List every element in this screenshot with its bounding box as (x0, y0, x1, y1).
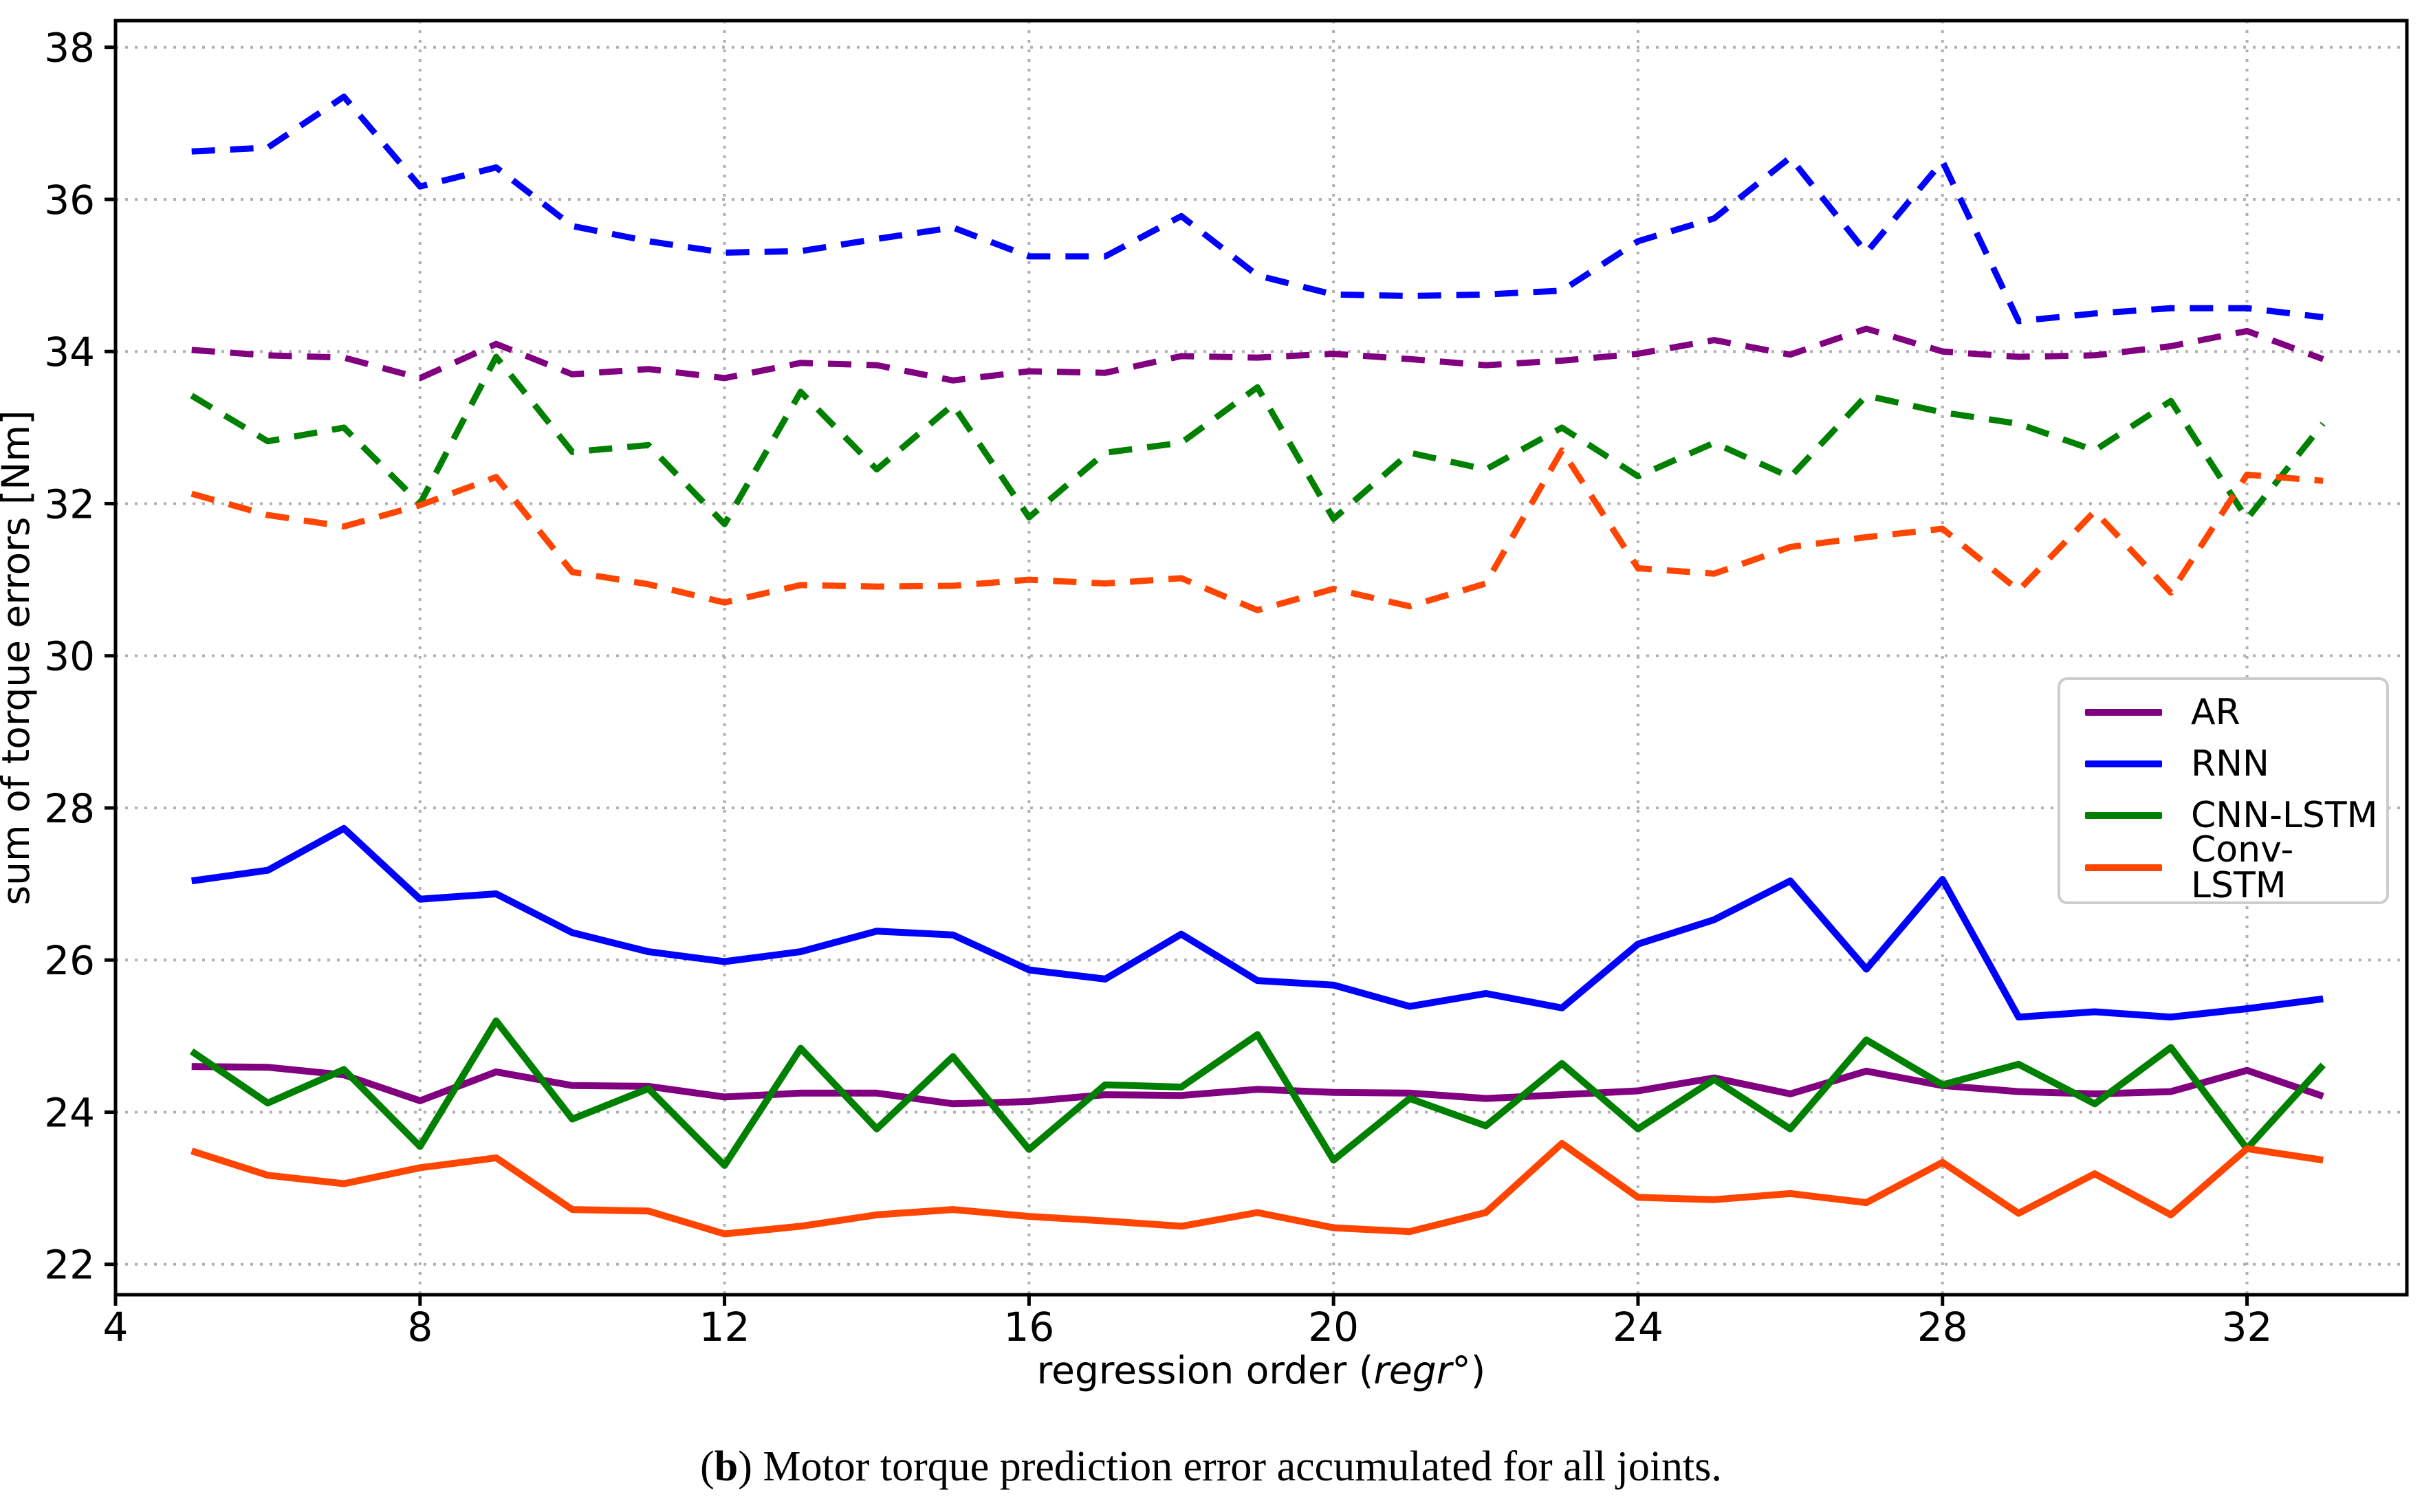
series-Conv-LSTM-dashed (190, 447, 2324, 613)
legend-label-rnn: RNN (2191, 743, 2269, 785)
legend-entry-cnn-lstm: CNN-LSTM (2085, 789, 2386, 841)
xtick-label-12: 12 (699, 1304, 750, 1350)
legend-label-conv-lstm: Conv-LSTM (2191, 829, 2294, 907)
figure-caption: (b) Motor torque prediction error accumu… (0, 1443, 2422, 1491)
xtick-label-8: 8 (407, 1304, 433, 1350)
legend-label-cnn-lstm: CNN-LSTM (2191, 794, 2378, 836)
series-RNN-dashed (191, 94, 2324, 325)
y-axis-label: sum of torque errors [Nm] (0, 410, 38, 906)
xtick-label-32: 32 (2222, 1304, 2273, 1350)
ytick-label-26: 26 (44, 937, 95, 984)
ytick-label-22: 22 (44, 1242, 95, 1289)
ytick-label-38: 38 (44, 25, 95, 72)
legend: AR RNN CNN-LSTM Conv-LSTM (2058, 677, 2389, 904)
ar-line-swatch (2085, 709, 2162, 716)
xtick-label-16: 16 (1003, 1304, 1054, 1350)
ytick-label-36: 36 (44, 177, 95, 223)
series-Conv-LSTM-solid (190, 1139, 2324, 1238)
legend-entry-conv-lstm: Conv-LSTM (2085, 832, 2386, 903)
conv-lstm-line-swatch (2085, 864, 2162, 872)
rnn-line-swatch (2085, 760, 2162, 767)
xtick-label-4: 4 (103, 1304, 129, 1350)
ytick-label-24: 24 (44, 1089, 95, 1136)
ytick-label-34: 34 (44, 329, 95, 375)
caption-text: ) Motor torque prediction error accumula… (738, 1443, 1722, 1490)
series-RNN-solid (191, 824, 2324, 1021)
plot-border (113, 19, 2409, 1297)
cnn-lstm-line-swatch (2085, 811, 2162, 819)
legend-entry-rnn: RNN (2085, 738, 2386, 790)
ytick-label-30: 30 (44, 633, 95, 680)
caption-prefix: ( (700, 1443, 714, 1490)
legend-label-ar: AR (2191, 692, 2240, 734)
xtick-label-24: 24 (1613, 1304, 1663, 1350)
series-CNN-LSTM-dashed (190, 353, 2326, 527)
series-AR-dashed (191, 325, 2324, 384)
xtick-label-28: 28 (1917, 1304, 1968, 1350)
ytick-label-28: 28 (44, 785, 95, 832)
caption-label-b: b (714, 1443, 739, 1490)
xtick-label-20: 20 (1308, 1304, 1359, 1350)
ytick-label-32: 32 (44, 481, 95, 527)
x-axis-label: regression order (regr°) (1037, 1348, 1486, 1392)
series-CNN-LSTM-solid (189, 1017, 2326, 1169)
legend-entry-ar: AR (2085, 687, 2386, 738)
series-AR-solid (191, 1063, 2324, 1108)
